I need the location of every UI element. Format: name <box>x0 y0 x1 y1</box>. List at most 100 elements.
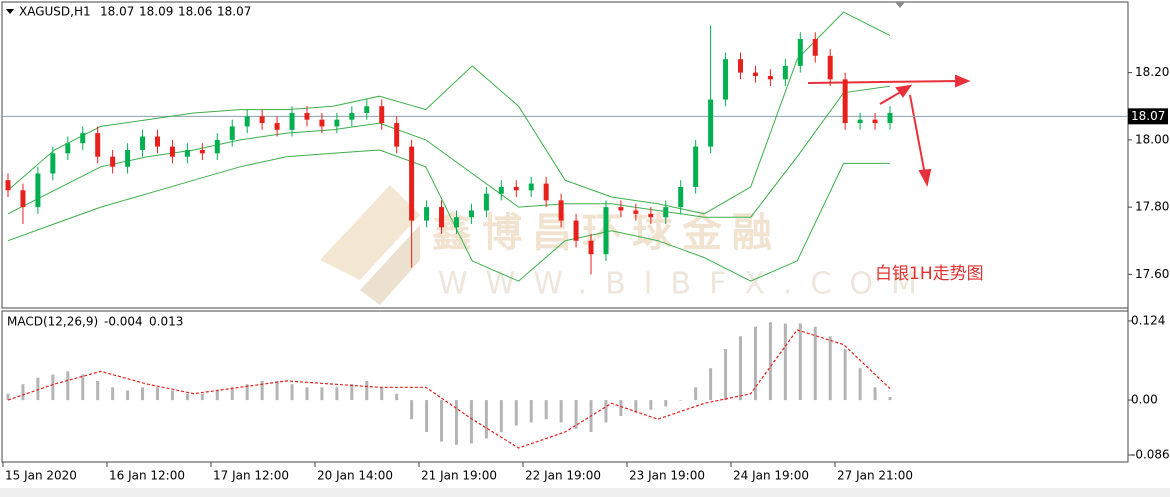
candle-body <box>498 186 504 194</box>
candle-body <box>289 112 295 130</box>
shift-marker <box>895 2 905 8</box>
x-tick-label: 24 Jan 19:00 <box>733 469 809 483</box>
candle-body <box>110 156 116 167</box>
y-tick-label: 18.00 <box>1135 132 1169 146</box>
candle-body <box>842 79 848 124</box>
macd-bar <box>96 380 100 401</box>
candle-body <box>782 65 788 80</box>
candle-body <box>513 186 519 191</box>
y-tick-label: 0.00 <box>1131 393 1158 407</box>
candle-body <box>738 59 744 73</box>
macd-bar <box>395 393 399 401</box>
macd-bar <box>260 380 264 401</box>
macd-bar <box>499 400 503 432</box>
macd-bar <box>753 326 757 401</box>
candle-body <box>573 220 579 241</box>
candle-body <box>618 207 624 211</box>
macd-bar <box>664 400 668 407</box>
band-lower <box>7 149 890 282</box>
candle-body <box>379 106 385 124</box>
x-tick-label: 17 Jan 12:00 <box>213 469 289 483</box>
macd-bar <box>21 384 25 401</box>
macd-label: MACD(12,26,9) <box>7 315 98 329</box>
candle-body <box>439 207 445 228</box>
header-value: 18.07 <box>100 5 134 19</box>
y-tick-label: -0.086 <box>1131 447 1170 461</box>
candle-body <box>364 106 370 113</box>
macd-bar <box>724 349 728 401</box>
header-value: 18.06 <box>178 5 212 19</box>
macd-bar <box>529 400 533 423</box>
macd-bar <box>230 387 234 401</box>
candle-body <box>35 173 41 208</box>
candle-body <box>349 112 355 120</box>
candle-body <box>453 217 459 228</box>
macd-bar <box>843 349 847 401</box>
macd-bar <box>514 400 518 426</box>
current-price-box <box>1128 108 1168 125</box>
macd-bar <box>305 387 309 401</box>
x-tick-label: 20 Jan 14:00 <box>317 469 393 483</box>
macd-bar <box>679 400 683 401</box>
candle-body <box>199 149 205 154</box>
macd-bar <box>380 387 384 401</box>
header-value: 18.07 <box>217 5 251 19</box>
macd-bar <box>484 400 488 439</box>
menu-triangle <box>6 9 14 14</box>
band-upper <box>7 11 891 215</box>
macd-bar <box>111 387 115 401</box>
candle-body <box>95 133 101 157</box>
candle-body <box>483 193 489 211</box>
candle-body <box>857 119 863 124</box>
arrow-head <box>895 84 913 98</box>
macd-bar <box>813 326 817 401</box>
arrow-line <box>807 80 961 84</box>
candle-body <box>424 207 430 221</box>
macd-bar <box>604 400 608 423</box>
macd-bar <box>649 400 653 410</box>
macd-bar <box>828 336 832 401</box>
watermark: 鑫博昌环球金融 WWW.BIBFX.COM <box>320 185 917 305</box>
macd-bar <box>320 387 324 401</box>
candle-body <box>708 99 714 147</box>
x-tick-label: 15 Jan 2020 <box>5 469 77 483</box>
candle-body <box>693 146 699 187</box>
macd-bar <box>335 387 339 401</box>
candle-body <box>80 133 86 144</box>
candle-body <box>797 38 803 66</box>
candle-body <box>394 123 400 147</box>
candle-body <box>663 207 669 218</box>
x-tick-label: 16 Jan 12:00 <box>109 469 185 483</box>
candle-body <box>528 183 534 191</box>
y-tick-label: 18.20 <box>1135 65 1169 79</box>
candle-body <box>154 136 160 147</box>
arrow-head <box>955 74 971 88</box>
macd-bar <box>440 400 444 442</box>
band-middle <box>7 85 891 218</box>
candle-body <box>468 210 474 218</box>
macd-bar <box>155 387 159 401</box>
macd-bar <box>365 380 369 401</box>
macd-header-value: -0.004 <box>104 315 143 329</box>
macd-bar <box>350 384 354 401</box>
candle-body <box>588 240 594 255</box>
macd-bar <box>739 336 743 401</box>
macd-bar <box>574 400 578 429</box>
candle-body <box>334 119 340 127</box>
macd-header-value: 0.013 <box>149 315 183 329</box>
macd-bar <box>215 390 219 401</box>
arrow-head <box>918 168 932 187</box>
y-tick-label: 17.60 <box>1135 267 1169 281</box>
x-tick-label: 21 Jan 19:00 <box>421 469 497 483</box>
macd-bar <box>469 400 473 444</box>
candle-body <box>648 213 654 218</box>
candle-body <box>752 72 758 76</box>
macd-bar <box>141 387 145 401</box>
candle-body <box>678 186 684 208</box>
macd-bar <box>126 390 130 401</box>
candle-body <box>872 119 878 124</box>
candle-body <box>5 180 11 191</box>
annotation: 白银1H走势图 <box>875 264 984 284</box>
